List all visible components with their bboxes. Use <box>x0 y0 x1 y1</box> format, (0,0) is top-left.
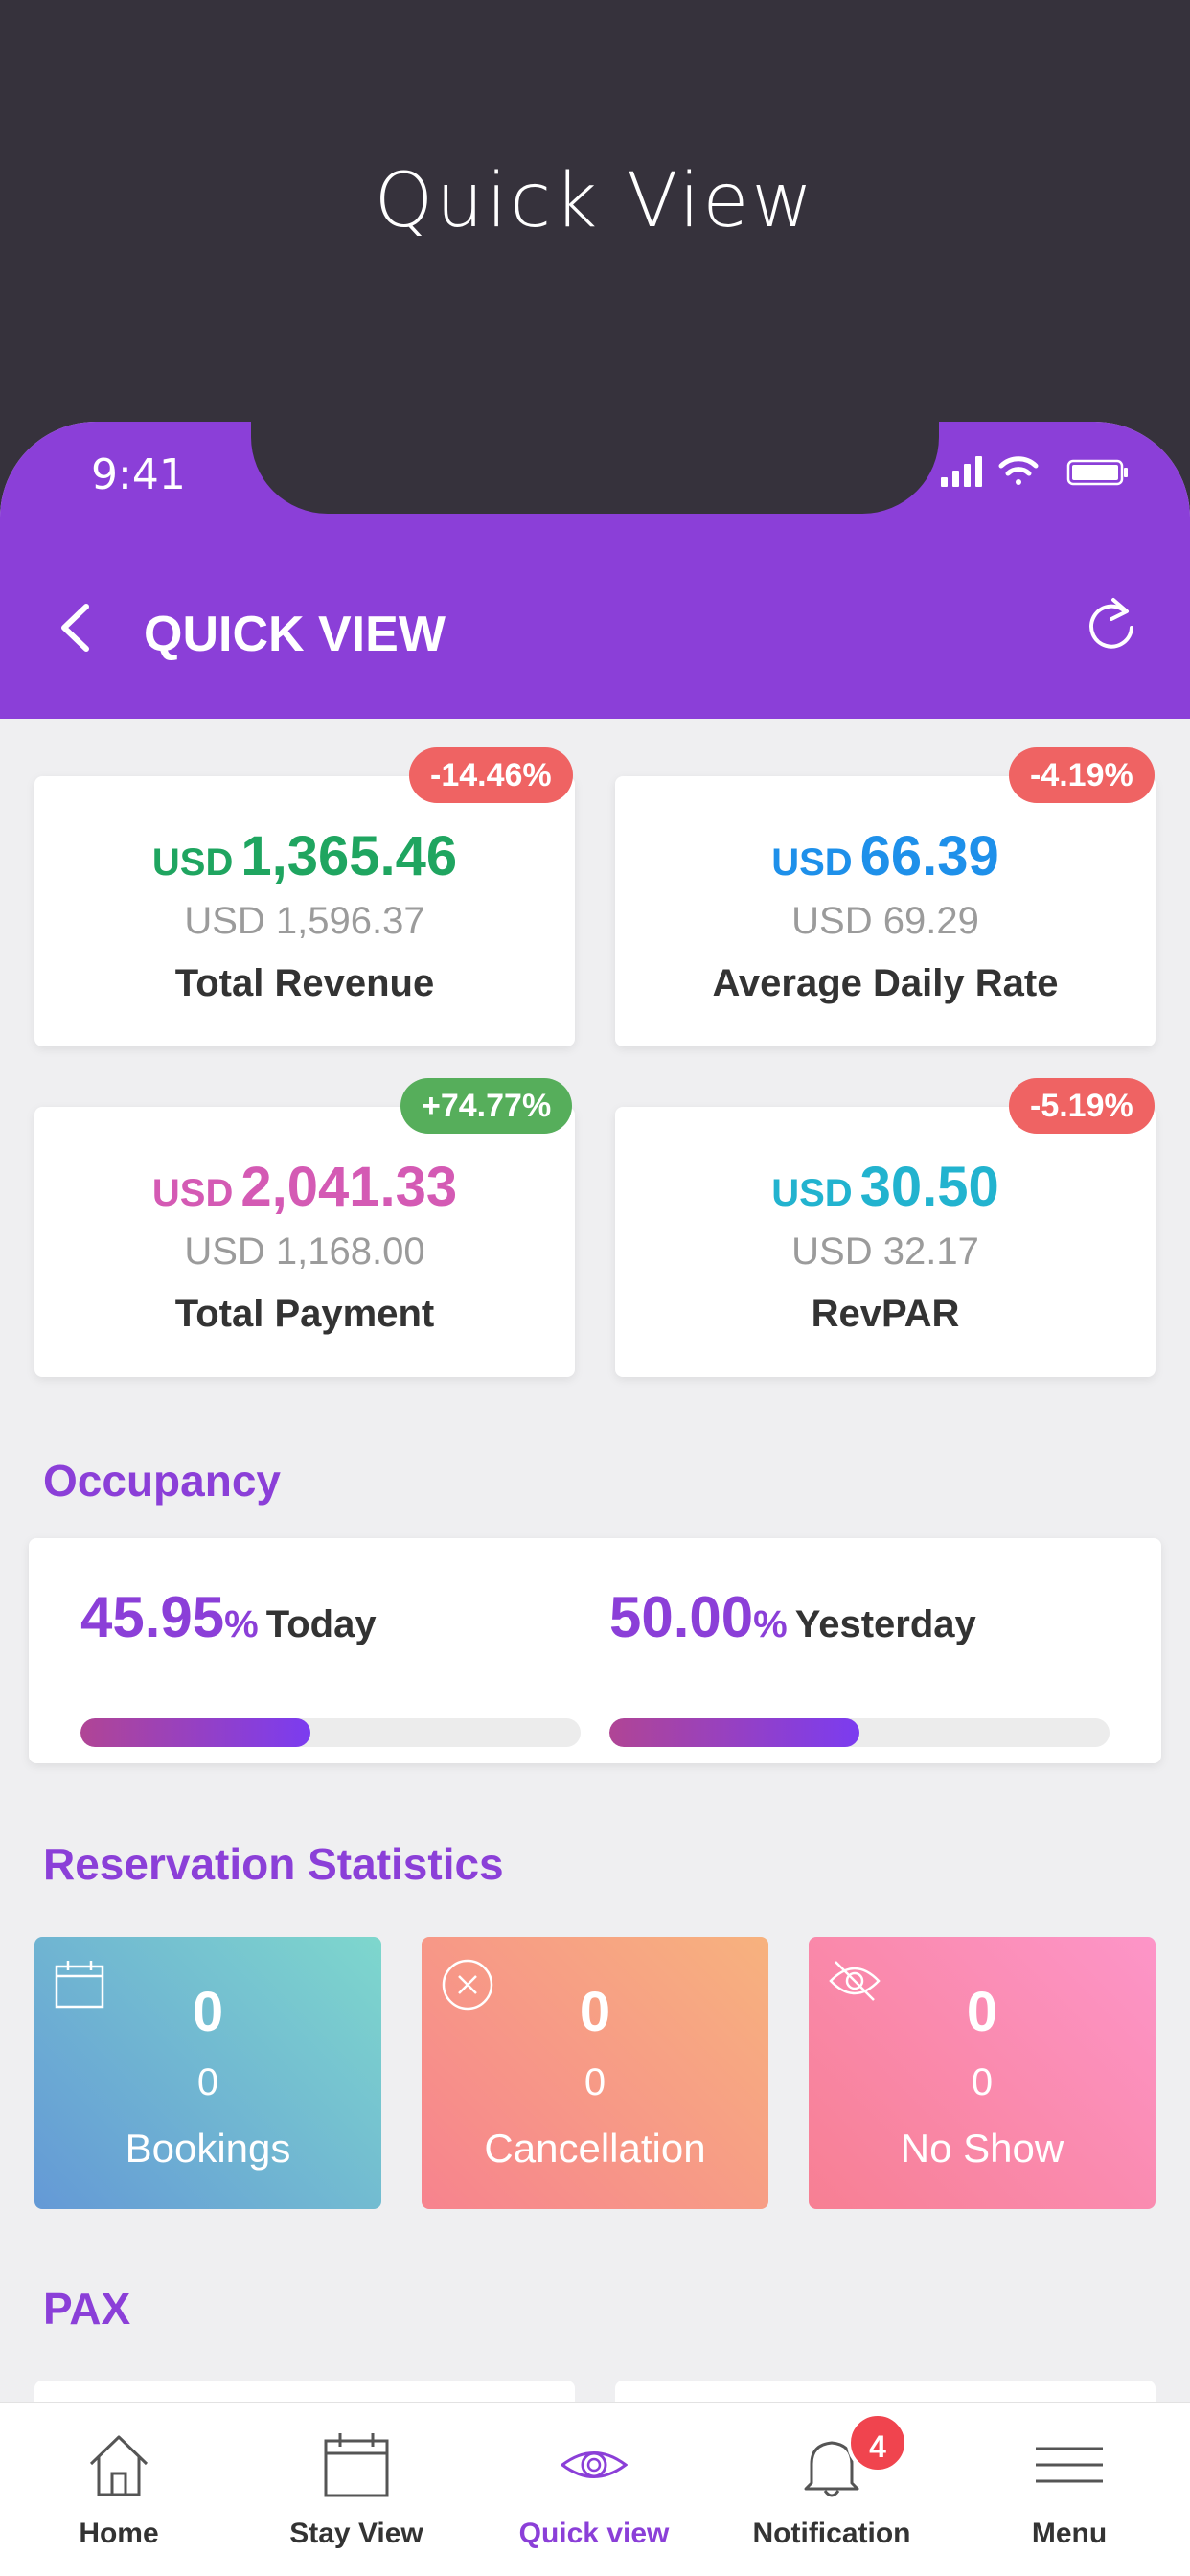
metric-previous: USD 32.17 <box>791 1230 979 1273</box>
metric-value: USD 30.50 <box>771 1156 999 1218</box>
metric-card-revpar[interactable]: USD 30.50 USD 32.17 RevPAR <box>615 1107 1156 1377</box>
page-title: QUICK VIEW <box>144 607 446 662</box>
occupancy-today-label: Today <box>265 1603 377 1645</box>
eye-off-icon <box>828 1958 881 2009</box>
home-icon <box>89 2435 149 2496</box>
metric-value: USD 2,041.33 <box>151 1156 458 1218</box>
tab-home[interactable]: Home <box>0 2403 238 2576</box>
occupancy-today-fill <box>80 1718 310 1747</box>
metric-previous: USD 1,596.37 <box>184 900 425 942</box>
metric-card-total-payment[interactable]: USD 2,041.33 USD 1,168.00 Total Payment <box>34 1107 575 1377</box>
occupancy-today: 45.95% Today <box>80 1584 581 1747</box>
no-show-count: 0 <box>966 1981 998 2043</box>
refresh-icon <box>1089 598 1133 649</box>
no-show-label: No Show <box>900 2126 1064 2171</box>
status-time: 9:41 <box>91 450 186 499</box>
metric-previous: USD 1,168.00 <box>184 1230 425 1273</box>
change-badge: +74.77% <box>400 1078 573 1134</box>
change-badge: -14.46% <box>409 748 573 803</box>
reservation-statistics-title: Reservation Statistics <box>43 1839 504 1889</box>
showcase-title: Quick View <box>374 158 816 244</box>
tab-menu[interactable]: Menu <box>950 2403 1188 2576</box>
calendar-icon <box>324 2433 389 2497</box>
signal-icon <box>941 456 982 487</box>
metric-label: RevPAR <box>811 1293 960 1335</box>
metric-card-total-revenue[interactable]: USD 1,365.46 USD 1,596.37 Total Revenue <box>34 776 575 1046</box>
percent-sign: % <box>753 1603 788 1645</box>
bell-icon <box>804 2441 859 2497</box>
bottom-tab-bar: Home Stay View Quick view 4 <box>0 2402 1190 2576</box>
metric-previous: USD 69.29 <box>791 900 979 942</box>
cancel-circle-icon <box>441 1958 494 2016</box>
phone-screen: 9:41 <box>0 422 1190 2576</box>
change-badge: -4.19% <box>1009 748 1155 803</box>
percent-sign: % <box>224 1603 259 1645</box>
tab-home-label: Home <box>79 2518 159 2549</box>
tab-menu-label: Menu <box>1031 2518 1108 2549</box>
metric-label: Average Daily Rate <box>712 962 1059 1004</box>
cancellation-card[interactable]: 0 0 Cancellation <box>422 1937 768 2209</box>
bookings-subcount: 0 <box>196 2061 219 2104</box>
no-show-card[interactable]: 0 0 No Show <box>809 1937 1156 2209</box>
cancellation-subcount: 0 <box>584 2061 606 2104</box>
app-header: 9:41 <box>0 422 1190 719</box>
bookings-count: 0 <box>192 1981 224 2043</box>
occupancy-yesterday-fill <box>609 1718 859 1747</box>
refresh-button[interactable] <box>1083 594 1140 657</box>
tab-stay-view[interactable]: Stay View <box>238 2403 475 2576</box>
metric-value: USD 1,365.46 <box>151 825 458 887</box>
cancellation-count: 0 <box>579 1981 611 2043</box>
menu-icon <box>1036 2447 1103 2483</box>
chevron-left-icon <box>61 604 89 652</box>
wifi-icon <box>998 456 1039 485</box>
pax-title: PAX <box>43 2284 131 2334</box>
tab-quick-view-label: Quick view <box>518 2518 670 2549</box>
notification-badge: 4 <box>847 2412 908 2473</box>
cancellation-label: Cancellation <box>484 2126 706 2171</box>
occupancy-yesterday-value: 50.00 <box>609 1585 754 1649</box>
occupancy-title: Occupancy <box>43 1456 281 1506</box>
metric-card-average-daily-rate[interactable]: USD 66.39 USD 69.29 Average Daily Rate <box>615 776 1156 1046</box>
bookings-card[interactable]: 0 0 Bookings <box>34 1937 381 2209</box>
bookings-label: Bookings <box>125 2126 291 2171</box>
occupancy-card: 45.95% Today 50.00% Yesterday <box>29 1538 1161 1763</box>
metric-label: Total Revenue <box>174 962 435 1004</box>
occupancy-today-value: 45.95 <box>80 1585 225 1649</box>
back-button[interactable] <box>53 599 101 656</box>
status-icons <box>939 452 1131 495</box>
device-notch <box>251 422 939 514</box>
change-badge: -5.19% <box>1009 1078 1155 1134</box>
calendar-icon <box>54 1958 105 2014</box>
tab-quick-view[interactable]: Quick view <box>475 2403 713 2576</box>
metric-value: USD 66.39 <box>771 825 999 887</box>
no-show-subcount: 0 <box>971 2061 994 2104</box>
tab-stay-view-label: Stay View <box>289 2518 423 2549</box>
battery-icon <box>1066 459 1128 486</box>
eye-icon <box>561 2451 628 2478</box>
metric-label: Total Payment <box>174 1293 435 1335</box>
occupancy-yesterday-bar <box>609 1718 1110 1747</box>
occupancy-today-bar <box>80 1718 581 1747</box>
occupancy-yesterday: 50.00% Yesterday <box>609 1584 1110 1747</box>
tab-notification-label: Notification <box>752 2518 911 2549</box>
occupancy-yesterday-label: Yesterday <box>794 1603 976 1645</box>
tab-notification[interactable]: 4 Notification <box>713 2403 950 2576</box>
